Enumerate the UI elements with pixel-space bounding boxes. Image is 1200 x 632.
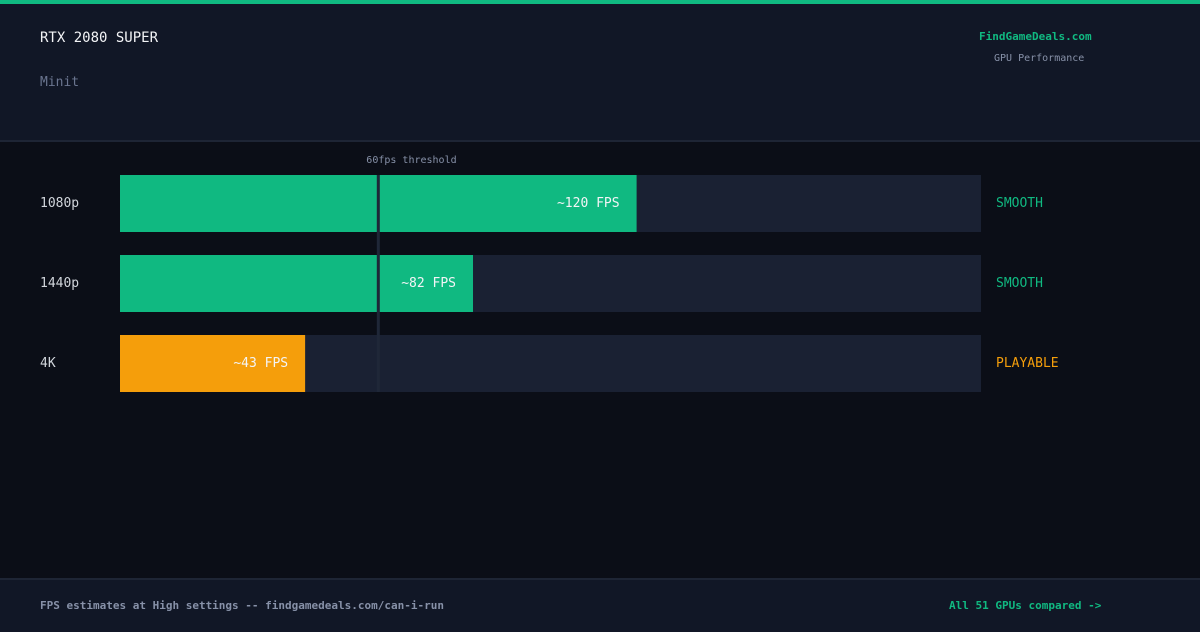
brand-caption: GPU Performance [994, 53, 1085, 64]
status-label: SMOOTH [996, 196, 1043, 211]
status-label: PLAYABLE [996, 356, 1059, 371]
category-label: 4K [40, 356, 56, 371]
brand: FindGameDeals.com [979, 30, 1092, 43]
value-label: ~43 FPS [233, 356, 288, 371]
accent-bar [0, 0, 1200, 4]
category-label: 1080p [40, 196, 79, 211]
value-label: ~82 FPS [401, 276, 456, 291]
subtitle: Minit [40, 75, 80, 90]
bar [120, 335, 306, 392]
value-label: ~120 FPS [557, 196, 620, 211]
category-label: 1440p [40, 276, 79, 291]
footer: FPS estimates at High settings -- findga… [0, 578, 1200, 632]
chart: 1080p ~120 FPS SMOOTH 1440p ~82 FPS SMOOTH 4K ~… [40, 155, 1059, 392]
threshold-label: 60fps threshold [366, 155, 456, 166]
title: RTX 2080 SUPER [40, 30, 159, 46]
status-label: SMOOTH [996, 276, 1043, 291]
compare-link[interactable]: All 51 GPUs compared -> [949, 599, 1102, 612]
header: RTX 2080 SUPER Minit FindGameDeals.com G… [0, 4, 1200, 142]
bar [120, 255, 474, 312]
footer-note: FPS estimates at High settings -- findga… [40, 599, 444, 612]
